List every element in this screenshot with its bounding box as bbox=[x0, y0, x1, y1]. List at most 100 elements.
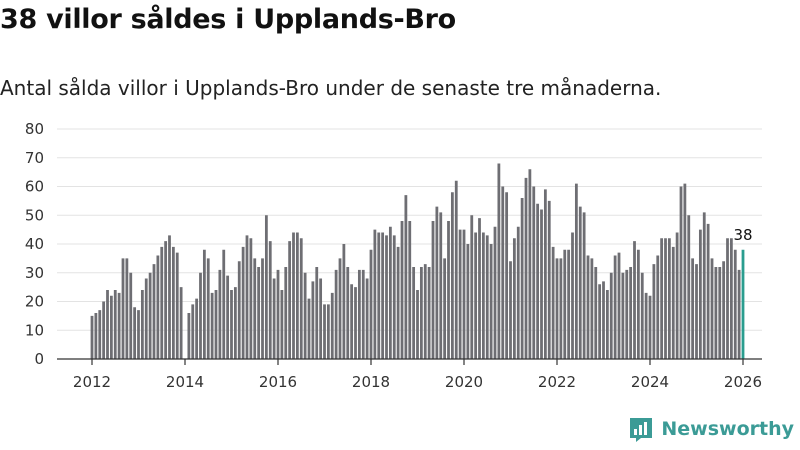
bar bbox=[489, 244, 493, 359]
bar bbox=[195, 298, 199, 360]
bar bbox=[377, 232, 381, 359]
bar bbox=[140, 290, 144, 359]
y-tick-label-30: 30 bbox=[25, 264, 44, 282]
bar bbox=[605, 290, 609, 359]
bar bbox=[431, 221, 435, 359]
bar bbox=[582, 212, 586, 360]
bar bbox=[373, 229, 377, 360]
bar bbox=[629, 267, 633, 359]
chart-subtitle: Antal sålda villor i Upplands-Bro under … bbox=[0, 76, 662, 100]
bar bbox=[264, 215, 268, 359]
bar bbox=[365, 278, 369, 359]
bar bbox=[280, 290, 284, 359]
bar-latest bbox=[741, 249, 745, 359]
bar bbox=[698, 229, 702, 360]
bar bbox=[536, 203, 540, 359]
bar bbox=[218, 269, 222, 360]
bar bbox=[563, 249, 567, 359]
y-axis: 0 10 20 30 40 50 60 70 80 bbox=[25, 120, 44, 368]
bar bbox=[702, 212, 706, 360]
bar bbox=[532, 186, 536, 359]
bar bbox=[687, 215, 691, 359]
bar bbox=[416, 290, 419, 359]
bar bbox=[547, 200, 551, 360]
bar bbox=[137, 310, 140, 360]
y-tick-label-80: 80 bbox=[25, 120, 44, 138]
bar bbox=[334, 269, 338, 360]
bar bbox=[90, 315, 94, 360]
bar bbox=[574, 183, 578, 360]
bar bbox=[501, 186, 505, 359]
bar bbox=[199, 272, 202, 359]
bar bbox=[481, 232, 485, 359]
bar bbox=[493, 226, 497, 359]
bar bbox=[175, 252, 179, 360]
bar bbox=[106, 290, 109, 359]
bar bbox=[268, 241, 272, 360]
bar bbox=[609, 272, 613, 359]
bar bbox=[241, 246, 245, 360]
bar bbox=[191, 304, 195, 360]
bar bbox=[524, 177, 528, 360]
bar-value-label: 38 bbox=[733, 226, 752, 244]
bar bbox=[206, 258, 210, 360]
bar bbox=[288, 241, 292, 360]
bar bbox=[187, 313, 191, 359]
bar bbox=[226, 275, 230, 360]
bar bbox=[102, 301, 106, 359]
newsworthy-brand[interactable]: Newsworthy bbox=[627, 414, 794, 444]
bar bbox=[249, 238, 253, 359]
bar bbox=[474, 232, 478, 359]
x-tick-label-2024: 2024 bbox=[631, 373, 669, 391]
bar bbox=[423, 264, 427, 360]
bar bbox=[726, 238, 729, 359]
bar bbox=[737, 269, 741, 360]
bar bbox=[326, 304, 330, 360]
bar bbox=[450, 192, 454, 359]
bar bbox=[718, 267, 722, 359]
bar bbox=[679, 186, 683, 359]
bar bbox=[357, 269, 361, 360]
bar bbox=[148, 272, 152, 359]
bar bbox=[729, 238, 733, 359]
x-tick-label-2022: 2022 bbox=[538, 373, 576, 391]
bar bbox=[276, 269, 280, 360]
bar bbox=[478, 218, 481, 360]
bar bbox=[222, 249, 226, 359]
bar bbox=[497, 163, 501, 359]
bar bbox=[470, 215, 474, 359]
bar bbox=[404, 195, 408, 360]
bar bbox=[412, 267, 416, 359]
bar bbox=[284, 267, 288, 359]
bar bbox=[551, 246, 555, 360]
bar bbox=[346, 267, 350, 359]
bar bbox=[369, 249, 373, 359]
bar bbox=[342, 244, 346, 359]
bar bbox=[299, 238, 303, 359]
bar bbox=[392, 235, 396, 360]
bar bbox=[253, 258, 257, 360]
bar bbox=[419, 267, 423, 359]
bar bbox=[443, 258, 447, 360]
y-tick-label-20: 20 bbox=[25, 293, 44, 311]
bar bbox=[602, 281, 605, 360]
bar bbox=[640, 272, 644, 359]
bar bbox=[292, 232, 295, 359]
bar bbox=[144, 278, 148, 359]
bar bbox=[330, 292, 334, 360]
bar bbox=[323, 304, 326, 360]
brand-name: Newsworthy bbox=[661, 418, 794, 440]
newsworthy-logo-icon bbox=[630, 418, 653, 442]
bar bbox=[121, 258, 125, 360]
bar bbox=[350, 284, 354, 359]
bar bbox=[485, 235, 489, 360]
bar bbox=[656, 255, 660, 359]
bar bbox=[466, 244, 470, 359]
bar bbox=[396, 246, 400, 360]
bar bbox=[210, 292, 214, 360]
bar bbox=[528, 169, 532, 359]
bar bbox=[233, 287, 237, 360]
bar bbox=[237, 261, 241, 359]
bar bbox=[648, 295, 652, 359]
bar bbox=[520, 198, 524, 359]
